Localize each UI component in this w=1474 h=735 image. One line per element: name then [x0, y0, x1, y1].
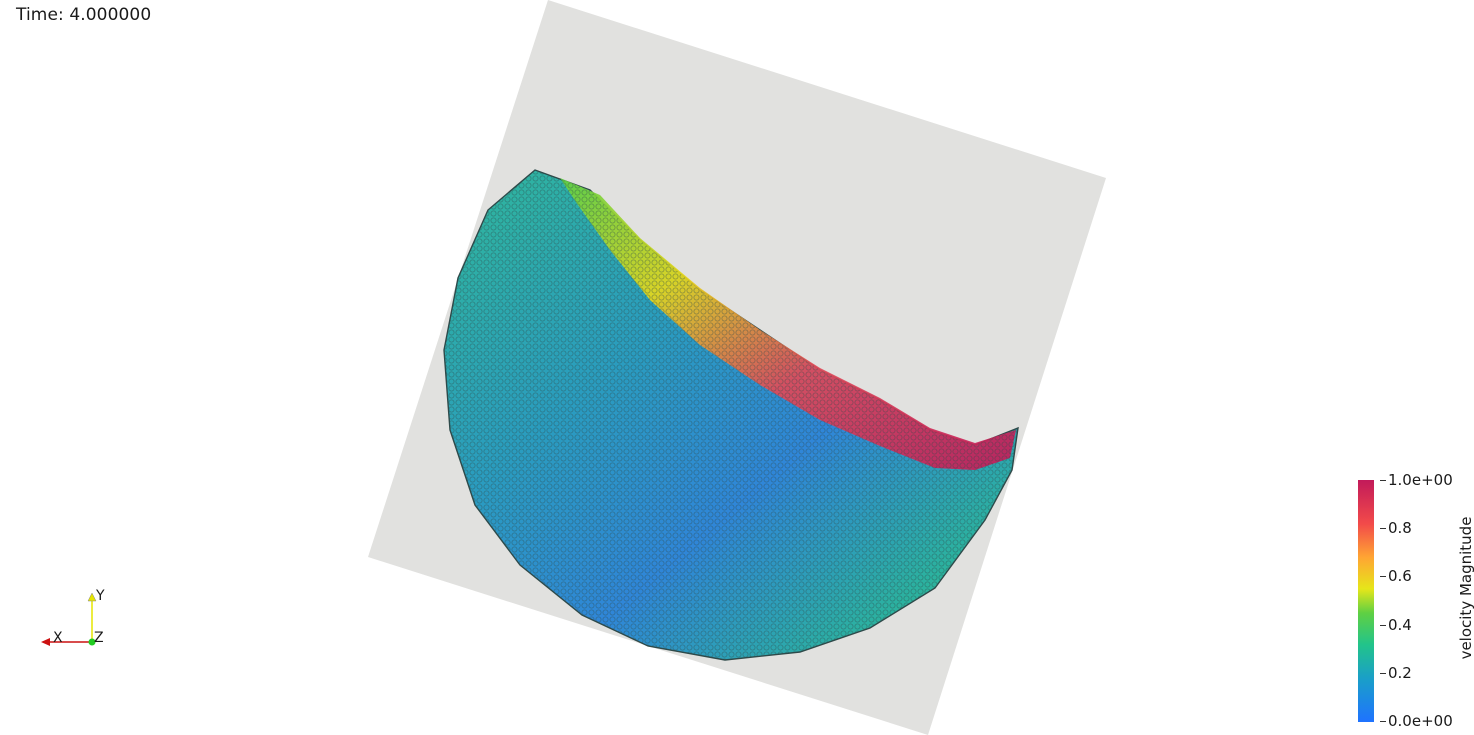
scalar-bar-tick-label: 0.0e+00: [1388, 712, 1453, 730]
scalar-bar-tick-mark: [1380, 625, 1386, 626]
scalar-bar-gradient: [1358, 480, 1374, 722]
scalar-bar-title: velocity Magnitude: [1457, 516, 1474, 660]
orientation-axes-glyph: [41, 592, 97, 646]
x-axis-arrow: [41, 638, 50, 646]
scalar-bar-tick-label: 0.6: [1388, 567, 1412, 585]
scalar-bar-tick-mark: [1380, 673, 1386, 674]
x-axis-label: X: [53, 630, 63, 646]
scalar-bar-tick-label: 0.8: [1388, 519, 1412, 537]
scalar-bar-tick-label: 0.4: [1388, 616, 1412, 634]
time-annotation: Time: 4.000000: [16, 5, 152, 25]
z-axis-label: Z: [94, 630, 104, 646]
z-axis-marker: [88, 638, 96, 646]
scalar-bar-tick-mark: [1380, 480, 1386, 481]
scalar-bar-tick-mark: [1380, 576, 1386, 577]
scalar-bar-tick-label: 1.0e+00: [1388, 471, 1453, 489]
particle-texture: [444, 170, 1018, 660]
y-axis-label: Y: [96, 588, 105, 604]
y-axis-arrow: [87, 592, 97, 602]
scalar-bar-tick-label: 0.2: [1388, 664, 1412, 682]
scalar-bar-tick-mark: [1380, 721, 1386, 722]
orientation-axes: Y X Z: [30, 585, 110, 655]
scalar-bar-tick-mark: [1380, 528, 1386, 529]
scalar-bar: 1.0e+00 0.8 0.6 0.4 0.2 0.0e+00 velocity…: [1350, 470, 1474, 735]
